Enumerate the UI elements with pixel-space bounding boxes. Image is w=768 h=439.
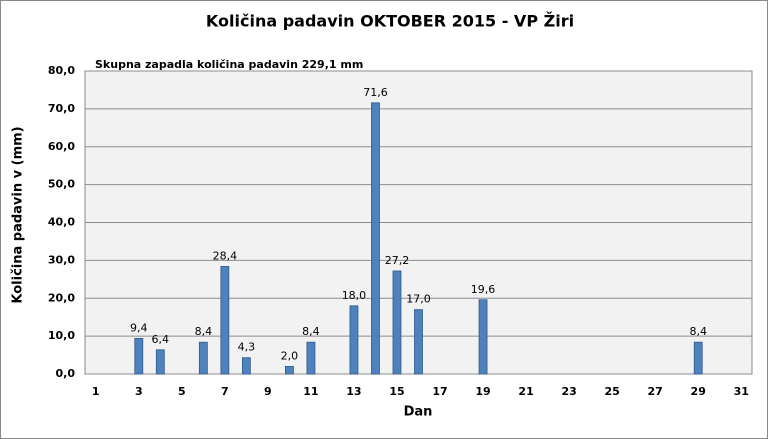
data-label: 19,6 (471, 283, 496, 296)
x-tick-label: 15 (389, 385, 404, 398)
x-tick-label: 13 (346, 385, 361, 398)
x-tick-label: 27 (648, 385, 663, 398)
data-label: 4,3 (238, 341, 256, 354)
x-tick-label: 1 (92, 385, 100, 398)
x-tick-label: 3 (135, 385, 143, 398)
data-label: 8,4 (302, 325, 320, 338)
x-tick-label: 19 (475, 385, 490, 398)
x-tick-label: 25 (604, 385, 619, 398)
x-tick-label: 7 (221, 385, 229, 398)
bar (220, 266, 230, 375)
annotation: Skupna zapadla količina padavin 229,1 mm (95, 58, 363, 71)
x-tick-label: 5 (178, 385, 186, 398)
x-tick-label: 29 (691, 385, 706, 398)
data-label: 6,4 (152, 333, 170, 346)
data-label: 9,4 (130, 321, 148, 334)
data-label: 71,6 (363, 86, 388, 99)
data-label: 2,0 (281, 349, 299, 362)
y-tick-label: 80,0 (48, 64, 75, 77)
bar (349, 305, 359, 375)
bar (241, 357, 251, 375)
data-label: 17,0 (406, 293, 431, 306)
data-label: 27,2 (385, 254, 410, 267)
y-tick-label: 50,0 (48, 178, 75, 191)
y-tick-label: 20,0 (48, 291, 75, 304)
x-tick-label: 31 (734, 385, 749, 398)
data-label: 28,4 (213, 249, 238, 262)
y-tick-label: 40,0 (48, 216, 75, 229)
y-tick-label: 30,0 (48, 253, 75, 266)
y-tick-label: 60,0 (48, 140, 75, 153)
bar (198, 341, 208, 375)
bar (693, 341, 703, 375)
x-tick-label: 9 (264, 385, 272, 398)
bar (371, 102, 380, 375)
y-tick-label: 70,0 (48, 102, 75, 115)
x-tick-label: 23 (561, 385, 576, 398)
bar (478, 299, 488, 375)
x-tick-label: 21 (518, 385, 533, 398)
y-axis-label: Količina padavin v (mm) (11, 126, 26, 303)
data-label: 8,4 (195, 325, 213, 338)
x-tick-label: 11 (303, 385, 318, 398)
y-tick-label: 10,0 (48, 329, 75, 342)
bar (306, 341, 316, 375)
data-label: 18,0 (342, 289, 367, 302)
x-axis-label: Dan (404, 405, 433, 420)
data-label: 8,4 (689, 325, 707, 338)
y-tick-label: 0,0 (56, 367, 76, 380)
bar (414, 309, 423, 375)
bar (134, 337, 144, 375)
x-tick-label: 17 (432, 385, 447, 398)
bar (392, 270, 402, 375)
bar (155, 349, 165, 375)
bar (285, 366, 294, 375)
chart-title: Količina padavin OKTOBER 2015 - VP Žiri (206, 12, 574, 31)
